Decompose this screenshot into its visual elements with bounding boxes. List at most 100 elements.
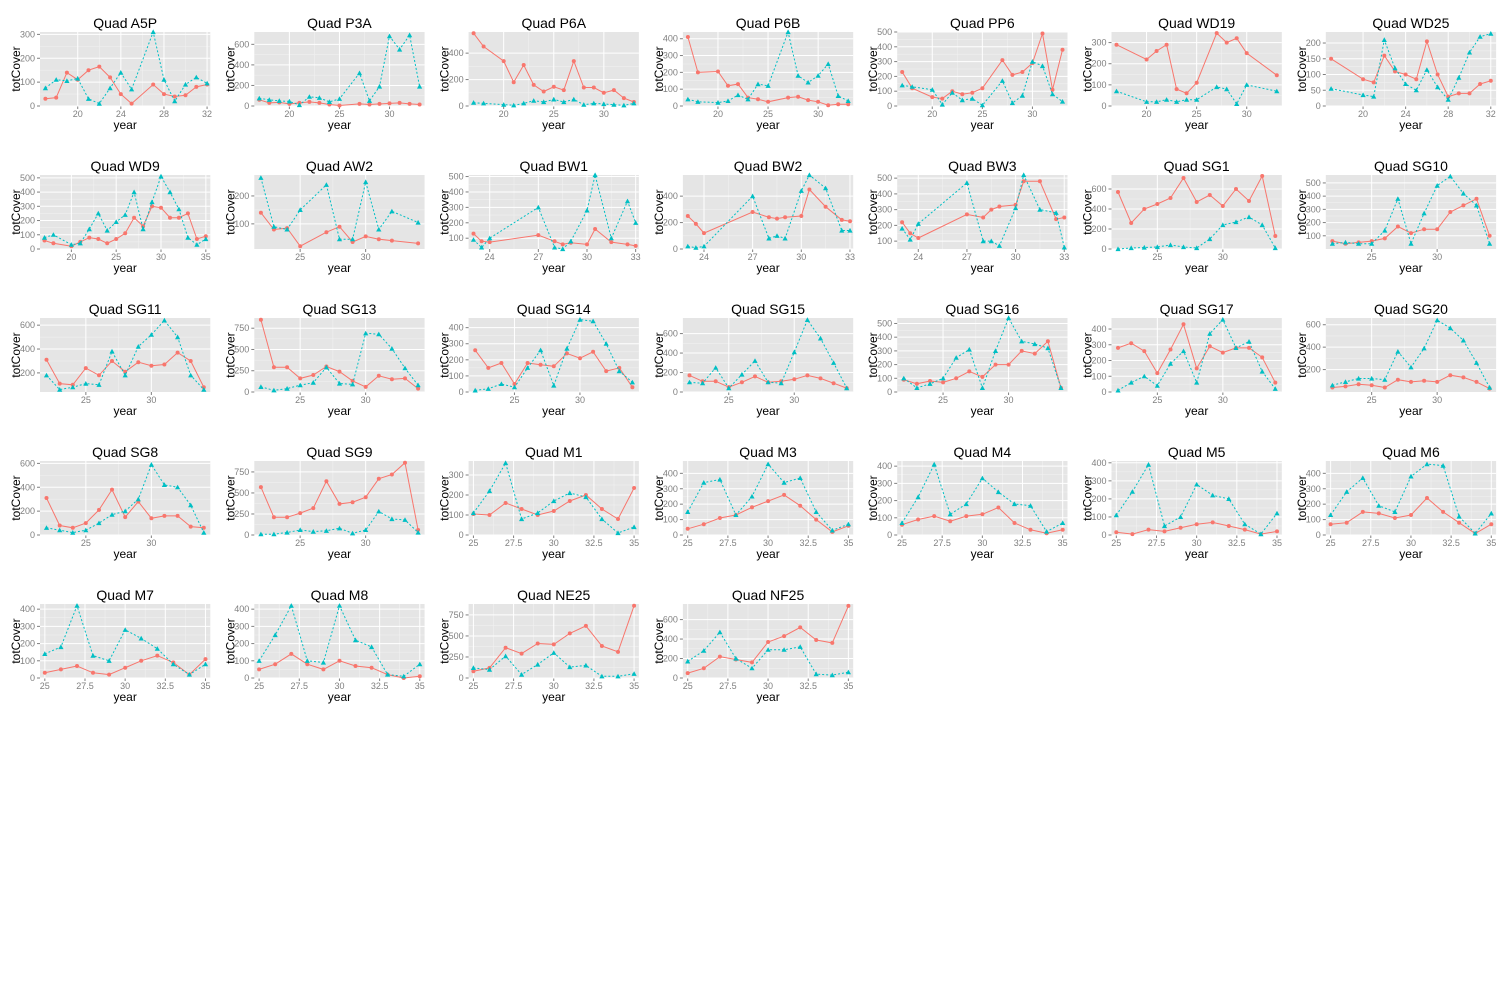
series-b-point [797, 644, 803, 649]
x-tick-label: 24 [485, 252, 495, 262]
x-axis-label: year [756, 404, 779, 418]
series-a-point [616, 649, 620, 654]
series-b-point [845, 669, 851, 675]
series-b-point [1210, 492, 1216, 498]
series-a-point [693, 221, 698, 226]
series-b-point [1259, 222, 1265, 228]
series-b-point [306, 94, 312, 99]
series-a-point [531, 82, 536, 87]
series-b-point [201, 387, 207, 392]
series-a-point [1010, 72, 1015, 77]
x-axis-label: year [756, 690, 779, 704]
series-b-point [176, 206, 182, 212]
series-b-point [1061, 244, 1067, 250]
series-b-point [356, 70, 363, 76]
series-b-point [701, 648, 707, 653]
series-b-point [96, 101, 102, 106]
series-b-point [1434, 317, 1440, 323]
y-tick-label: 200 [449, 75, 464, 85]
series-b-point [1059, 99, 1066, 104]
x-tick-label: 27.5 [76, 681, 94, 691]
y-tick-label: 300 [1306, 484, 1321, 494]
y-axis-label: totCover [9, 475, 23, 520]
x-tick-label: 25 [81, 395, 91, 405]
series-a-point [83, 521, 88, 526]
series-b-point [899, 520, 905, 525]
y-tick-label: 600 [1091, 184, 1106, 194]
series-b-point [733, 655, 739, 661]
x-axis-label: year [542, 261, 565, 275]
series-a-point [377, 101, 382, 106]
y-tick-label: 100 [1091, 80, 1106, 90]
series-a-point [1448, 373, 1453, 378]
x-axis-label: year [542, 118, 565, 132]
y-axis-label: totCover [866, 189, 880, 234]
y-tick-label: 400 [20, 482, 35, 492]
series-b-point [96, 382, 102, 387]
y-tick-label: 200 [449, 218, 464, 228]
series-a-point [114, 237, 119, 241]
series-a-point [1021, 179, 1026, 184]
series-a-point [149, 363, 154, 368]
series-a-point [132, 215, 137, 220]
series-a-point [930, 95, 935, 100]
series-a-point [258, 485, 263, 490]
series-a-point [775, 216, 779, 221]
series-a-point [583, 623, 588, 628]
x-axis-label: year [1185, 404, 1208, 418]
x-tick-label: 25 [334, 109, 344, 119]
series-b-point [915, 494, 921, 500]
series-b-point [521, 100, 527, 106]
series-a-point [1361, 77, 1366, 82]
series-b-point [297, 527, 303, 532]
series-a-point [107, 672, 112, 677]
series-a-point [139, 658, 144, 663]
series-b-point [766, 235, 772, 241]
series-b-point [733, 512, 739, 517]
series-b-point [725, 98, 731, 103]
series-b-point [1447, 173, 1453, 179]
facet-title: Quad NE25 [517, 587, 590, 603]
series-b-point [726, 385, 732, 391]
series-b-point [326, 99, 332, 104]
series-a-point [736, 82, 740, 87]
series-b-point [188, 502, 194, 508]
series-b-point [150, 29, 156, 35]
series-b-line [472, 461, 635, 534]
series-b-point [535, 661, 541, 667]
x-tick-label: 25 [938, 395, 948, 405]
y-tick-label: 400 [234, 604, 249, 614]
facet-title: Quad BW1 [520, 158, 589, 174]
y-axis-label: totCover [9, 46, 23, 91]
y-axis-label: totCover [223, 332, 237, 377]
series-b-point [813, 671, 819, 677]
series-b-point [161, 77, 167, 82]
series-b-point [616, 368, 622, 374]
series-b-point [271, 224, 277, 229]
series-b-point [376, 226, 382, 232]
series-b-point [1242, 521, 1248, 527]
series-b-point [805, 79, 811, 85]
x-tick-label: 30 [1242, 109, 1252, 119]
series-b-point [90, 653, 96, 658]
series-a-point [337, 224, 342, 229]
series-a-point [766, 640, 771, 644]
y-tick-label: 0 [673, 101, 678, 111]
series-b-point [258, 175, 264, 180]
series-a-point [839, 217, 844, 222]
series-a-point [1422, 378, 1427, 383]
panel-background [1325, 318, 1497, 392]
series-a-point [525, 361, 530, 365]
facet-panel: Quad M8 25 27.5 30 32.5 35 0 100 200 300 400 year to… [223, 587, 424, 704]
x-tick-label: 32 [1486, 109, 1496, 119]
y-tick-label: 400 [449, 48, 464, 58]
y-tick-label: 400 [877, 189, 892, 199]
series-a-point [632, 603, 637, 608]
series-a-point [1168, 347, 1173, 352]
series-b-point [167, 189, 173, 195]
x-tick-label: 30 [549, 538, 559, 548]
series-a-point [1142, 207, 1147, 211]
series-b-point [1013, 205, 1019, 211]
series-a-point [188, 524, 193, 529]
series-b-point [131, 189, 137, 195]
